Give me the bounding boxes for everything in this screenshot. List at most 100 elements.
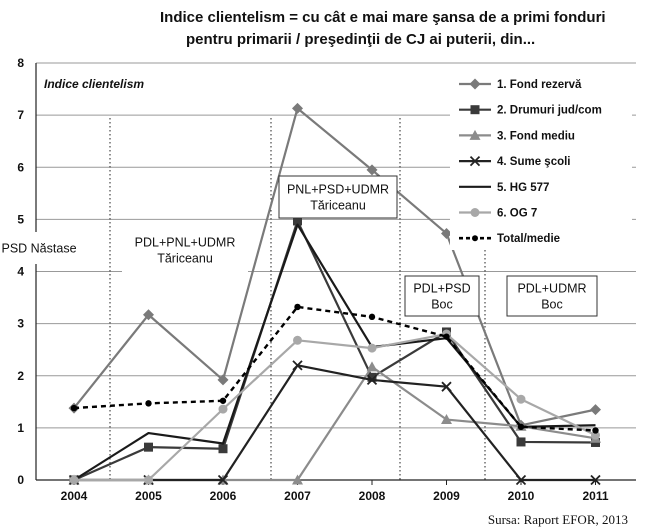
data-point: [443, 333, 450, 340]
series-4: [68, 360, 601, 486]
legend-label: 2. Drumuri jud/com: [497, 105, 602, 117]
period-label-text: Boc: [431, 298, 453, 312]
legend-entry: Total/medie: [459, 233, 560, 245]
period-label-text: Boc: [541, 298, 563, 312]
data-point: [368, 313, 376, 321]
period-label-box: [404, 275, 480, 317]
y-tick-label: 7: [17, 108, 24, 122]
series-1: [68, 102, 601, 431]
series-line: [73, 305, 596, 432]
legend-marker: [472, 235, 478, 242]
period-label-text: PDL+UDMR: [517, 282, 586, 296]
data-point: [366, 164, 378, 176]
period-label: PDL+UDMR Boc: [506, 275, 598, 317]
legend-label: 1. Fond rezervă: [497, 79, 582, 91]
period-annotations: PSD Năstase PDL+PNL+UDMRTăriceanuPNL+PSD+…: [0, 175, 598, 317]
series-line: [74, 364, 596, 482]
series-line: [73, 223, 596, 481]
period-label: PNL+PSD+UDMR Tăriceanu: [278, 175, 398, 219]
period-label-text: Tăriceanu: [157, 252, 213, 266]
period-label-text: PNL+PSD+UDMR: [287, 183, 389, 197]
data-point: [293, 216, 302, 226]
legend-label: 5. HG 577: [497, 182, 549, 194]
legend-label: 3. Fond mediu: [497, 130, 575, 142]
period-label-text: PSD Năstase: [1, 242, 76, 256]
x-tick-label: 2008: [359, 489, 386, 503]
data-point: [367, 372, 377, 382]
data-point: [590, 404, 601, 416]
y-tick-label: 8: [17, 56, 24, 70]
y-axis-label: Indice clientelism: [44, 77, 144, 91]
data-point: [469, 155, 481, 167]
data-point: [293, 335, 302, 345]
series-line: [73, 107, 596, 427]
x-tick-label: 2004: [61, 489, 88, 503]
y-tick-label: 3: [17, 317, 24, 331]
data-point: [217, 374, 229, 386]
period-label-text: Tăriceanu: [310, 199, 366, 213]
data-point: [366, 361, 378, 372]
period-label-box: [278, 175, 398, 219]
legend-label: Total/medie: [497, 233, 560, 245]
legend-entry: 5. HG 577: [459, 182, 549, 194]
data-point: [590, 474, 601, 486]
series-line: [74, 332, 596, 482]
data-point: [515, 474, 527, 486]
data-point: [292, 360, 303, 371]
series-line: [73, 219, 596, 482]
legend: 1. Fond rezervă 2. Drumuri jud/com 3. Fond…: [450, 70, 632, 250]
legend-entry: 2. Drumuri jud/com: [459, 105, 602, 117]
period-label: PDL+PSD Boc: [404, 275, 480, 317]
legend-entry: 1. Fond rezervă: [459, 78, 582, 91]
data-point: [218, 444, 228, 454]
period-label: PSD Năstase: [0, 232, 78, 264]
data-point: [592, 427, 599, 434]
y-tick-label: 4: [17, 265, 24, 279]
x-axis: 2004 2005 2006 2007 2008 2009 2010 2011: [61, 480, 609, 503]
data-point: [292, 474, 303, 485]
data-point: [69, 475, 79, 485]
data-point: [145, 400, 152, 407]
x-tick-label: 2006: [210, 489, 237, 503]
data-point: [292, 102, 303, 114]
y-tick-label: 0: [17, 473, 24, 487]
y-tick-label: 1: [17, 421, 24, 435]
data-point: [144, 442, 153, 452]
source-note: Sursa: Raport EFOR, 2013: [488, 512, 628, 527]
data-point: [469, 129, 481, 140]
legend-entry: 6. OG 7: [459, 208, 537, 220]
legend-label: 4. Sume şcoli: [497, 156, 571, 168]
data-point: [70, 404, 78, 412]
chart-title-line: pentru primarii / preşedinţii de CJ ai p…: [186, 31, 535, 48]
legend-label: 6. OG 7: [497, 208, 537, 220]
data-point: [366, 374, 378, 386]
x-tick-label: 2009: [433, 489, 460, 503]
chart-title: Indice clientelism = cu cât e mai mare ş…: [160, 9, 606, 48]
data-point: [218, 404, 228, 414]
data-point: [516, 437, 526, 447]
data-point: [469, 78, 481, 90]
y-tick-label: 5: [17, 212, 24, 226]
data-point: [516, 394, 526, 404]
data-point: [219, 397, 227, 404]
data-point: [517, 423, 525, 431]
data-point: [441, 381, 452, 392]
data-point: [591, 430, 600, 440]
data-point: [143, 309, 154, 321]
series-5: [73, 223, 596, 481]
period-label-box: [506, 275, 598, 317]
data-point: [294, 303, 301, 311]
chart-title-line: Indice clientelism = cu cât e mai mare ş…: [160, 9, 606, 26]
series-lines: [68, 102, 601, 486]
y-axis: 0 1 2 3 4 5 6 7 8: [17, 56, 37, 487]
x-tick-label: 2007: [284, 489, 311, 503]
x-tick-label: 2011: [582, 489, 608, 503]
x-tick-label: 2005: [135, 489, 162, 503]
period-label-box: [0, 232, 78, 264]
series-7: [70, 303, 599, 434]
x-tick-label: 2010: [508, 489, 535, 503]
period-label-box: [122, 228, 248, 272]
data-point: [441, 414, 452, 425]
data-point: [470, 105, 480, 115]
